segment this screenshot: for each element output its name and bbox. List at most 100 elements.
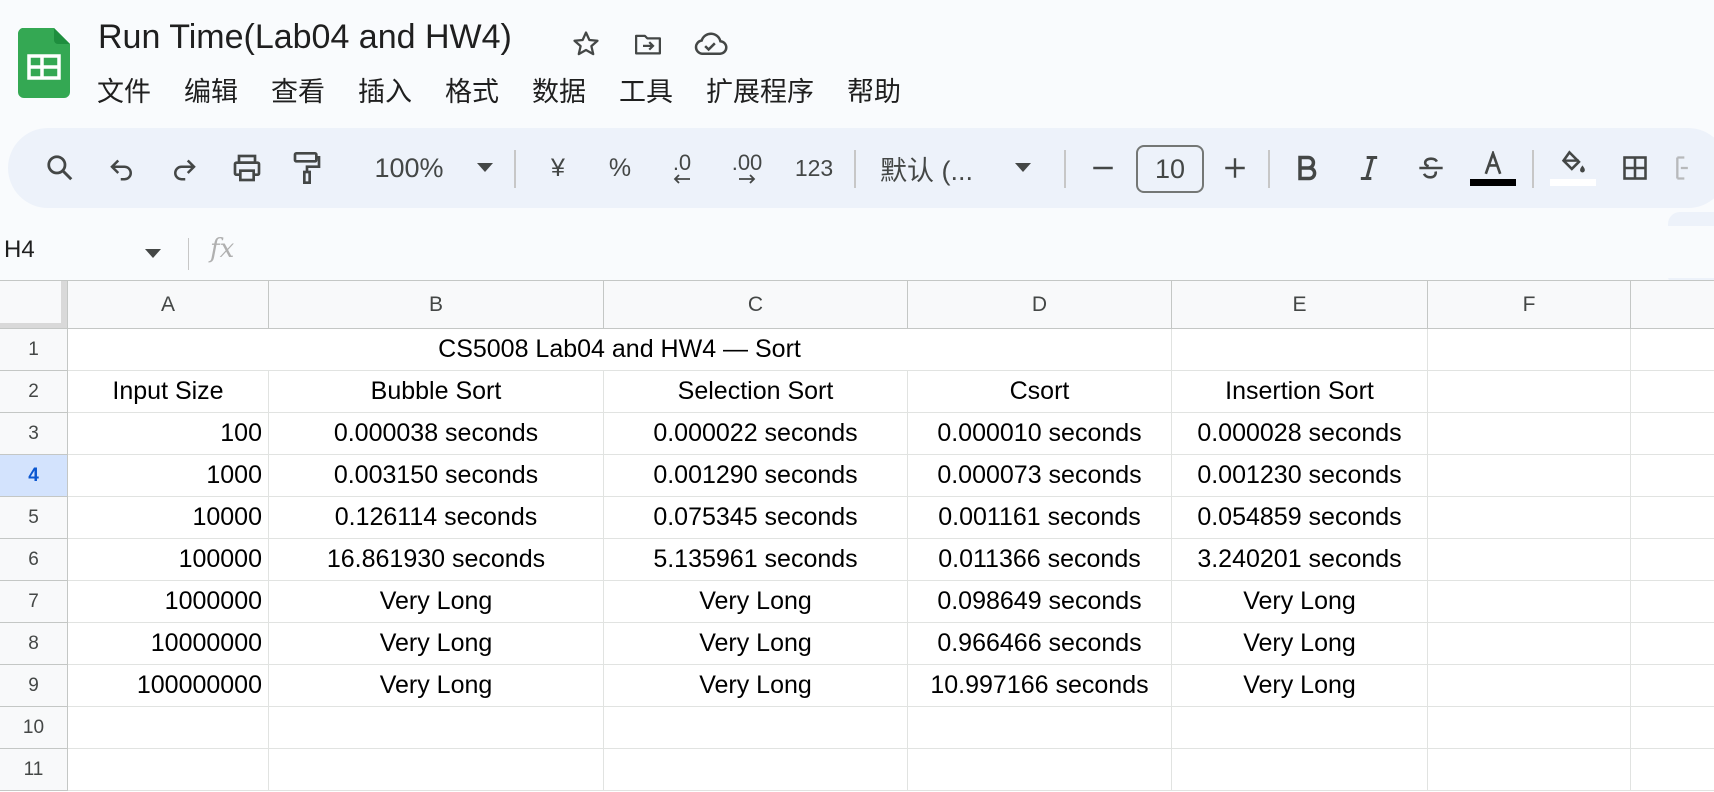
empty-cell[interactable] bbox=[1631, 539, 1714, 581]
row-header-5[interactable]: 5 bbox=[0, 497, 68, 539]
column-header-f[interactable]: F bbox=[1428, 281, 1631, 329]
data-cell[interactable]: 0.000038 seconds bbox=[269, 413, 604, 455]
row-header-10[interactable]: 10 bbox=[0, 707, 68, 749]
data-cell[interactable]: Very Long bbox=[269, 581, 604, 623]
increase-decimal-button[interactable]: .00 bbox=[722, 128, 772, 208]
data-cell[interactable]: Very Long bbox=[604, 665, 908, 707]
input-size-cell[interactable]: 100000000 bbox=[68, 665, 269, 707]
empty-cell[interactable] bbox=[1172, 749, 1428, 791]
empty-cell[interactable] bbox=[1631, 623, 1714, 665]
empty-cell[interactable] bbox=[1428, 665, 1631, 707]
font-size-input[interactable]: 10 bbox=[1136, 145, 1204, 193]
row-header-7[interactable]: 7 bbox=[0, 581, 68, 623]
empty-cell[interactable] bbox=[908, 749, 1172, 791]
data-cell[interactable]: 0.000028 seconds bbox=[1172, 413, 1428, 455]
document-title[interactable]: Run Time(Lab04 and HW4) bbox=[98, 18, 512, 56]
data-cell[interactable]: 0.001161 seconds bbox=[908, 497, 1172, 539]
zoom-select[interactable]: 100% bbox=[370, 128, 448, 208]
menu-file[interactable]: 文件 bbox=[97, 77, 151, 107]
row-header-8[interactable]: 8 bbox=[0, 623, 68, 665]
menu-insert[interactable]: 插入 bbox=[358, 77, 412, 107]
data-cell[interactable]: 0.011366 seconds bbox=[908, 539, 1172, 581]
empty-cell[interactable] bbox=[604, 707, 908, 749]
data-cell[interactable]: 0.000010 seconds bbox=[908, 413, 1172, 455]
empty-cell[interactable] bbox=[1428, 707, 1631, 749]
cell-f2[interactable] bbox=[1428, 371, 1631, 413]
sheets-logo-icon[interactable] bbox=[17, 28, 71, 98]
header-cell[interactable]: Csort bbox=[908, 371, 1172, 413]
header-cell[interactable]: Bubble Sort bbox=[269, 371, 604, 413]
empty-cell[interactable] bbox=[604, 749, 908, 791]
row-header-11[interactable]: 11 bbox=[0, 749, 68, 791]
row-header-2[interactable]: 2 bbox=[0, 371, 68, 413]
paint-format-icon[interactable] bbox=[284, 128, 330, 208]
menu-data[interactable]: 数据 bbox=[532, 77, 586, 107]
menu-tools[interactable]: 工具 bbox=[619, 77, 673, 107]
data-cell[interactable]: 10.997166 seconds bbox=[908, 665, 1172, 707]
empty-cell[interactable] bbox=[1631, 665, 1714, 707]
data-cell[interactable]: 5.135961 seconds bbox=[604, 539, 908, 581]
empty-cell[interactable] bbox=[1428, 455, 1631, 497]
header-cell[interactable]: Input Size bbox=[68, 371, 269, 413]
increase-font-size-button[interactable] bbox=[1212, 128, 1258, 208]
bold-button[interactable] bbox=[1284, 128, 1330, 208]
empty-cell[interactable] bbox=[1631, 581, 1714, 623]
row-header-3[interactable]: 3 bbox=[0, 413, 68, 455]
header-cell[interactable]: Insertion Sort bbox=[1172, 371, 1428, 413]
menu-help[interactable]: 帮助 bbox=[847, 77, 901, 107]
column-header-d[interactable]: D bbox=[908, 281, 1172, 329]
decrease-font-size-button[interactable] bbox=[1080, 128, 1126, 208]
column-header-b[interactable]: B bbox=[269, 281, 604, 329]
input-size-cell[interactable]: 10000 bbox=[68, 497, 269, 539]
data-cell[interactable]: 0.000022 seconds bbox=[604, 413, 908, 455]
data-cell[interactable]: 0.001230 seconds bbox=[1172, 455, 1428, 497]
data-cell[interactable]: Very Long bbox=[1172, 581, 1428, 623]
input-size-cell[interactable]: 1000000 bbox=[68, 581, 269, 623]
menu-edit[interactable]: 编辑 bbox=[184, 77, 238, 107]
column-header-a[interactable]: A bbox=[68, 281, 269, 329]
column-header-g[interactable] bbox=[1631, 281, 1714, 329]
star-icon[interactable] bbox=[566, 24, 606, 64]
empty-cell[interactable] bbox=[1428, 497, 1631, 539]
empty-cell[interactable] bbox=[1631, 413, 1714, 455]
decrease-decimal-button[interactable]: .0 bbox=[660, 128, 704, 208]
data-cell[interactable]: Very Long bbox=[269, 665, 604, 707]
redo-icon[interactable] bbox=[162, 128, 206, 208]
merge-cells-icon[interactable] bbox=[1672, 128, 1712, 208]
data-cell[interactable]: Very Long bbox=[604, 581, 908, 623]
cell-g2[interactable] bbox=[1631, 371, 1714, 413]
empty-cell[interactable] bbox=[908, 707, 1172, 749]
italic-button[interactable] bbox=[1346, 128, 1392, 208]
empty-cell[interactable] bbox=[269, 749, 604, 791]
input-size-cell[interactable]: 100 bbox=[68, 413, 269, 455]
select-all-corner[interactable] bbox=[0, 281, 68, 329]
input-size-cell[interactable]: 100000 bbox=[68, 539, 269, 581]
name-box[interactable]: H4 bbox=[4, 236, 35, 263]
empty-cell[interactable] bbox=[1428, 749, 1631, 791]
empty-cell[interactable] bbox=[1428, 581, 1631, 623]
fill-color-button[interactable] bbox=[1548, 128, 1598, 208]
empty-cell[interactable] bbox=[1428, 623, 1631, 665]
column-header-e[interactable]: E bbox=[1172, 281, 1428, 329]
data-cell[interactable]: 0.001290 seconds bbox=[604, 455, 908, 497]
row-header-1[interactable]: 1 bbox=[0, 329, 68, 371]
currency-format-button[interactable]: ¥ bbox=[536, 128, 580, 208]
data-cell[interactable]: 0.075345 seconds bbox=[604, 497, 908, 539]
percent-format-button[interactable]: % bbox=[598, 128, 642, 208]
search-icon[interactable] bbox=[38, 128, 82, 208]
cloud-saved-icon[interactable] bbox=[690, 24, 730, 64]
undo-icon[interactable] bbox=[100, 128, 144, 208]
print-icon[interactable] bbox=[224, 128, 270, 208]
borders-button[interactable] bbox=[1612, 128, 1658, 208]
menu-format[interactable]: 格式 bbox=[445, 77, 499, 107]
data-cell[interactable]: Very Long bbox=[604, 623, 908, 665]
chevron-down-icon[interactable] bbox=[470, 128, 500, 208]
more-formats-button[interactable]: 123 bbox=[788, 128, 840, 208]
chevron-down-icon[interactable] bbox=[145, 246, 161, 264]
input-size-cell[interactable]: 1000 bbox=[68, 455, 269, 497]
menu-extensions[interactable]: 扩展程序 bbox=[706, 77, 814, 107]
data-cell[interactable]: 0.000073 seconds bbox=[908, 455, 1172, 497]
data-cell[interactable]: 0.003150 seconds bbox=[269, 455, 604, 497]
font-family-select[interactable]: 默认 (... bbox=[880, 128, 992, 208]
data-cell[interactable]: 0.054859 seconds bbox=[1172, 497, 1428, 539]
